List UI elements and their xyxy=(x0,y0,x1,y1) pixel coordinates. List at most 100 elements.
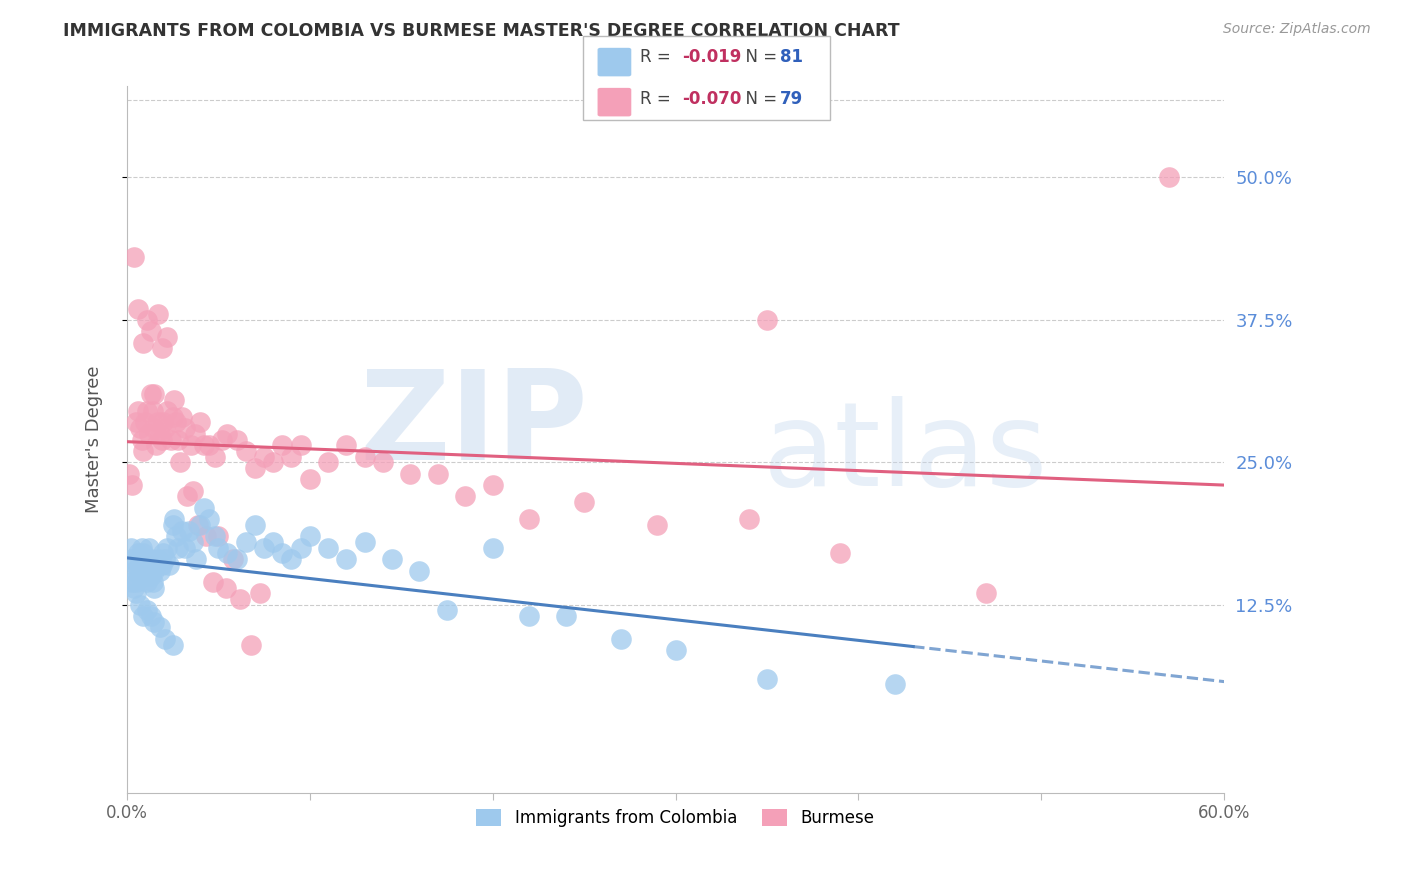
Point xyxy=(481,478,503,492)
Point xyxy=(253,450,276,464)
Point xyxy=(609,632,631,646)
Point xyxy=(426,467,449,481)
Point xyxy=(149,620,172,634)
Point xyxy=(141,558,163,572)
Point xyxy=(188,518,211,533)
Point xyxy=(371,455,394,469)
Point xyxy=(143,421,166,435)
Point xyxy=(152,416,174,430)
Text: 81: 81 xyxy=(780,48,803,66)
Point xyxy=(136,574,159,589)
Point xyxy=(136,558,159,572)
Point xyxy=(217,546,239,560)
Point xyxy=(169,455,191,469)
Point xyxy=(664,643,686,657)
Point xyxy=(165,416,187,430)
Point xyxy=(128,569,150,583)
Point xyxy=(138,558,160,572)
Point xyxy=(828,546,851,560)
Text: N =: N = xyxy=(735,90,783,108)
Point xyxy=(132,335,155,350)
Point xyxy=(156,404,179,418)
Point xyxy=(131,433,153,447)
Point xyxy=(517,512,540,526)
Text: IMMIGRANTS FROM COLOMBIA VS BURMESE MASTER'S DEGREE CORRELATION CHART: IMMIGRANTS FROM COLOMBIA VS BURMESE MAST… xyxy=(63,22,900,40)
Point xyxy=(120,541,142,555)
Point xyxy=(167,541,190,555)
Point xyxy=(316,541,339,555)
Point xyxy=(145,438,167,452)
Point xyxy=(174,541,197,555)
Point xyxy=(572,495,595,509)
Point xyxy=(125,416,148,430)
Point xyxy=(884,677,907,691)
Point xyxy=(163,512,186,526)
Point xyxy=(159,433,181,447)
Point xyxy=(222,552,245,566)
Point xyxy=(204,529,226,543)
Point xyxy=(121,478,143,492)
Point xyxy=(141,574,163,589)
Point xyxy=(298,529,321,543)
Point xyxy=(180,438,202,452)
Point xyxy=(121,574,143,589)
Point xyxy=(155,552,177,566)
Point xyxy=(131,541,153,555)
Point xyxy=(240,638,263,652)
Point xyxy=(145,558,167,572)
Point xyxy=(134,552,156,566)
Point xyxy=(181,483,204,498)
Point xyxy=(134,416,156,430)
Point xyxy=(118,467,141,481)
Point xyxy=(177,524,200,538)
Point xyxy=(122,250,145,264)
Point xyxy=(127,546,149,560)
Point xyxy=(280,552,302,566)
Text: N =: N = xyxy=(735,48,783,66)
Point xyxy=(517,609,540,624)
Text: ZIP: ZIP xyxy=(359,365,588,486)
Point xyxy=(170,409,193,424)
Point xyxy=(225,552,247,566)
Point xyxy=(399,467,422,481)
Point xyxy=(143,387,166,401)
Text: Source: ZipAtlas.com: Source: ZipAtlas.com xyxy=(1223,22,1371,37)
Point xyxy=(225,433,247,447)
Point xyxy=(139,552,162,566)
Point xyxy=(162,518,184,533)
Point xyxy=(167,433,190,447)
Point xyxy=(280,450,302,464)
Point xyxy=(243,518,266,533)
Text: atlas: atlas xyxy=(763,396,1049,511)
Point xyxy=(408,564,430,578)
Point xyxy=(187,518,209,533)
Point xyxy=(249,586,271,600)
Point xyxy=(132,546,155,560)
Point xyxy=(146,416,169,430)
Point xyxy=(136,313,159,327)
Text: -0.019: -0.019 xyxy=(682,48,741,66)
Point xyxy=(125,558,148,572)
Point xyxy=(152,546,174,560)
Point xyxy=(335,438,357,452)
Point xyxy=(146,552,169,566)
Point xyxy=(481,541,503,555)
Point xyxy=(139,387,162,401)
Point xyxy=(138,426,160,441)
Point xyxy=(183,426,205,441)
Point xyxy=(122,581,145,595)
Point xyxy=(229,592,252,607)
Point xyxy=(127,564,149,578)
Point xyxy=(170,524,193,538)
Point xyxy=(335,552,357,566)
Point xyxy=(316,455,339,469)
Point xyxy=(132,564,155,578)
Point xyxy=(127,301,149,316)
Y-axis label: Master's Degree: Master's Degree xyxy=(86,366,103,513)
Point xyxy=(193,438,215,452)
Point xyxy=(353,535,375,549)
Point xyxy=(121,552,143,566)
Point xyxy=(353,450,375,464)
Point xyxy=(193,500,215,515)
Point xyxy=(163,392,186,407)
